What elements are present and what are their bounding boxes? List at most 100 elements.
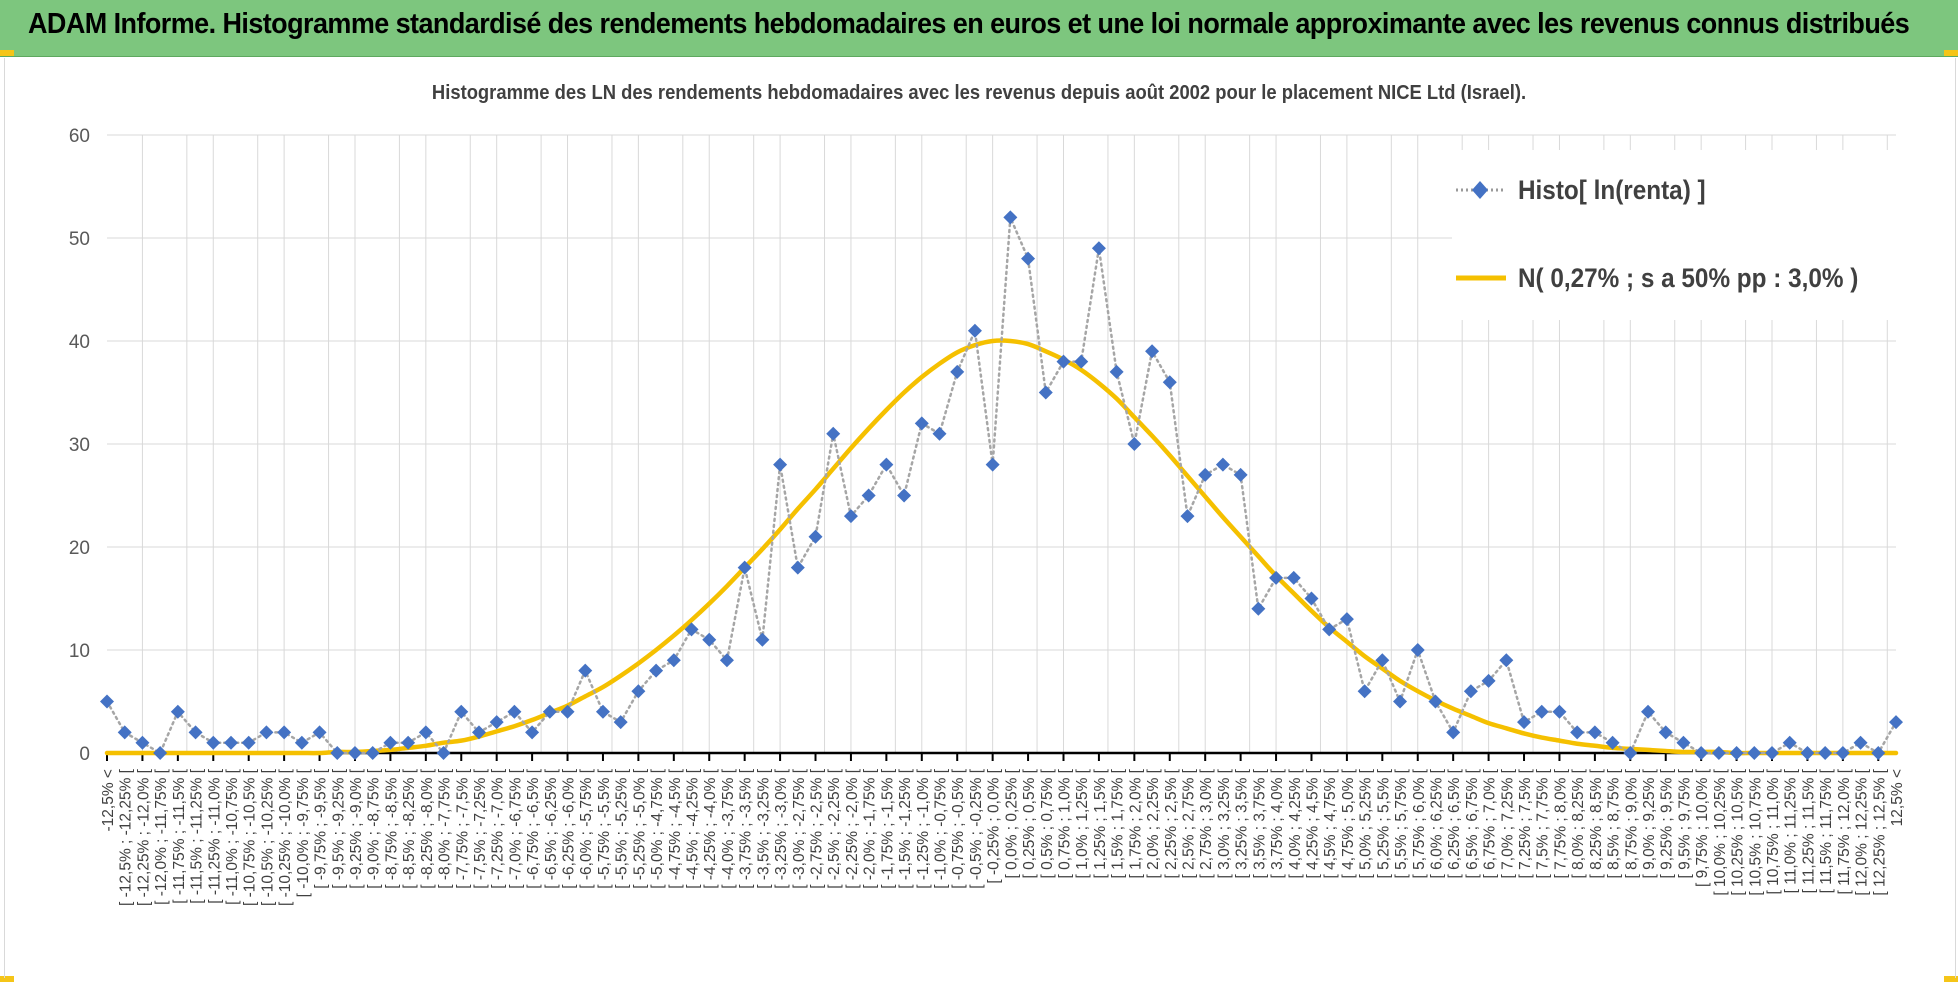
histogram-point bbox=[649, 663, 664, 678]
legend-label-normal: N( 0,27% ; s a 50% pp : 3,0% ) bbox=[1518, 262, 1859, 293]
x-tick-label: [ 6,5% ; 6,75% [ bbox=[1464, 768, 1481, 878]
x-tick-label: [ 2,75% ; 3,0% [ bbox=[1198, 768, 1215, 878]
histogram-point bbox=[1180, 509, 1195, 524]
x-tick-label: [ -0,5% ; -0,25% [ bbox=[968, 768, 985, 888]
histogram-point bbox=[1446, 725, 1461, 740]
x-tick-label: [ -9,5% ; -9,25% [ bbox=[330, 768, 347, 888]
y-tick-label: 30 bbox=[69, 435, 90, 456]
x-tick-label: [ -0,25% ; 0,0% [ bbox=[986, 768, 1003, 883]
histogram-point bbox=[1552, 704, 1567, 719]
histogram-point bbox=[1570, 725, 1585, 740]
x-tick-label: [ 7,5% ; 7,75% [ bbox=[1535, 768, 1552, 878]
histogram-point bbox=[1534, 704, 1549, 719]
histogram-point bbox=[1339, 612, 1354, 627]
histogram-point bbox=[489, 715, 504, 730]
x-tick-label: [ -6,5% ; -6,25% [ bbox=[543, 768, 560, 888]
y-tick-label: 40 bbox=[69, 332, 90, 353]
histogram-point bbox=[241, 735, 256, 750]
histogram-point bbox=[560, 704, 575, 719]
histogram-point bbox=[418, 725, 433, 740]
x-tick-label: [ 12,0% ; 12,25% [ bbox=[1854, 768, 1871, 895]
x-tick-label: [ 1,5% ; 1,75% [ bbox=[1110, 768, 1127, 878]
x-tick-label: [ 4,25% ; 4,5% [ bbox=[1304, 768, 1321, 878]
histogram-point bbox=[1038, 385, 1053, 400]
x-tick-label: [ -4,25% ; -4,0% [ bbox=[702, 768, 719, 888]
x-tick-label: [ 10,0% ; 10,25% [ bbox=[1712, 768, 1729, 895]
histogram-point bbox=[595, 704, 610, 719]
histogram-point bbox=[1587, 725, 1602, 740]
histogram-point bbox=[1871, 746, 1886, 760]
histogram-point bbox=[1818, 746, 1833, 760]
histogram-point bbox=[170, 704, 185, 719]
x-tick-label: [ 8,0% ; 8,25% [ bbox=[1570, 768, 1587, 878]
report-title: ADAM Informe. Histogramme standardisé de… bbox=[28, 8, 1910, 40]
histogram-point bbox=[932, 426, 947, 441]
tick-label-layer: 0 10 20 30 40 50 60 -12,5% <[ -12,5% ; -12,25% … bbox=[69, 126, 1906, 906]
x-tick-label: [ -3,75% ; -3,5% [ bbox=[738, 768, 755, 888]
histogram-point bbox=[525, 725, 540, 740]
x-tick-label: [ 5,0% ; 5,25% [ bbox=[1358, 768, 1375, 878]
x-tick-label: [ 5,25% ; 5,5% [ bbox=[1375, 768, 1392, 878]
x-tick-label: [ -3,25% ; -3,0% [ bbox=[773, 768, 790, 888]
x-tick-label: [ -4,5% ; -4,25% [ bbox=[685, 768, 702, 888]
histogram-point bbox=[1782, 735, 1797, 750]
histogram-point bbox=[719, 653, 734, 668]
histogram-point bbox=[1694, 746, 1709, 760]
x-tick-label: [ 4,75% ; 5,0% [ bbox=[1340, 768, 1357, 878]
histogram-point bbox=[950, 364, 965, 379]
x-tick-label: [ -5,0% ; -4,75% [ bbox=[649, 768, 666, 888]
x-tick-label: [ -1,5% ; -1,25% [ bbox=[897, 768, 914, 888]
histogram-point bbox=[1393, 694, 1408, 709]
histogram-point bbox=[1322, 622, 1337, 637]
histogram-point bbox=[578, 663, 593, 678]
x-tick-label: [ -3,5% ; -3,25% [ bbox=[755, 768, 772, 888]
histogram-point bbox=[1286, 570, 1301, 585]
histogram-point bbox=[188, 725, 203, 740]
x-tick-label: [ 6,75% ; 7,0% [ bbox=[1482, 768, 1499, 878]
histogram-point bbox=[1800, 746, 1815, 760]
histogram-point bbox=[1605, 735, 1620, 750]
x-tick-label: [ -5,25% ; -5,0% [ bbox=[631, 768, 648, 888]
histogram-point bbox=[1889, 715, 1903, 730]
x-tick-label: [ -2,5% ; -2,25% [ bbox=[826, 768, 843, 888]
histogram-point bbox=[1056, 354, 1071, 369]
x-tick-label: [ 3,25% ; 3,5% [ bbox=[1234, 768, 1251, 878]
x-tick-label: [ 11,5% ; 11,75% [ bbox=[1818, 768, 1835, 893]
x-tick-label: [ 7,0% ; 7,25% [ bbox=[1499, 768, 1516, 878]
histogram-point bbox=[826, 426, 841, 441]
corner-accent-bottom-right bbox=[1944, 976, 1958, 982]
histogram-point bbox=[383, 735, 398, 750]
x-tick-label: [ -11,75% ; -11,5% [ bbox=[171, 768, 188, 903]
histogram-point bbox=[1658, 725, 1673, 740]
histogram-point bbox=[347, 746, 362, 760]
x-tick-label: [ -8,0% ; -7,75% [ bbox=[437, 768, 454, 888]
histogram-point bbox=[684, 622, 699, 637]
histogram-point bbox=[1765, 746, 1780, 760]
x-tick-label: [ 10,75% ; 11,0% [ bbox=[1765, 768, 1782, 894]
histogram-point bbox=[1021, 251, 1036, 266]
x-tick-label: [ -11,5% ; -11,25% [ bbox=[189, 768, 206, 903]
x-tick-label: [ -2,25% ; -2,0% [ bbox=[844, 768, 861, 888]
x-tick-label: [ 2,5% ; 2,75% [ bbox=[1180, 768, 1197, 878]
legend-diamond-icon bbox=[1456, 181, 1504, 199]
x-tick-label: [ -4,75% ; -4,5% [ bbox=[667, 768, 684, 888]
histogram-point bbox=[1676, 735, 1691, 750]
x-tick-label: [ 12,25% ; 12,5% [ bbox=[1871, 768, 1888, 895]
x-tick-label: [ -6,25% ; -6,0% [ bbox=[561, 768, 578, 888]
histogram-point bbox=[790, 560, 805, 575]
histogram-point bbox=[153, 746, 168, 760]
histogram-point bbox=[330, 746, 345, 760]
x-tick-label: [ -4,0% ; -3,75% [ bbox=[720, 768, 737, 888]
x-tick-label: [ 0,0% ; 0,25% [ bbox=[1003, 768, 1020, 878]
x-tick-label: [ -10,75% ; -10,5% [ bbox=[242, 768, 259, 906]
chart-title: Histogramme des LN des rendements hebdom… bbox=[431, 82, 1527, 104]
histogram-point bbox=[454, 704, 469, 719]
x-tick-label: [ 7,25% ; 7,5% [ bbox=[1517, 768, 1534, 878]
histogram-point bbox=[1853, 735, 1868, 750]
x-tick-label: [ 5,5% ; 5,75% [ bbox=[1393, 768, 1410, 878]
grid-layer bbox=[107, 134, 1896, 753]
x-tick-label: [ 9,0% ; 9,25% [ bbox=[1641, 768, 1658, 878]
x-tick-label: [ -12,0% ; -11,75% [ bbox=[153, 768, 170, 905]
x-tick-label: [ -11,25% ; -11,0% [ bbox=[206, 768, 223, 903]
